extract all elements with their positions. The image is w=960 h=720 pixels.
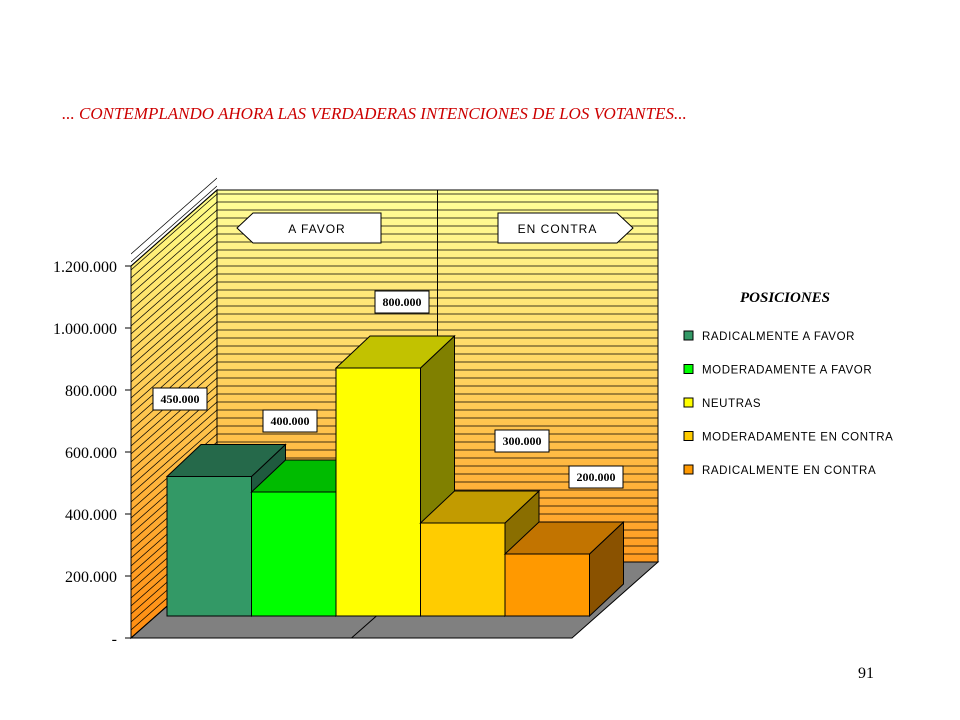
- gridline: [131, 265, 217, 343]
- data-label-box: [494, 429, 550, 453]
- gridline: [131, 176, 217, 183]
- y-tick-label: -: [112, 631, 117, 648]
- legend-label: MODERADAMENTE EN CONTRA: [702, 432, 893, 444]
- y-tick-label: 400.000: [65, 507, 117, 524]
- gridline: [131, 337, 217, 415]
- gridline: [131, 425, 217, 503]
- group-label-text: A FAVOR: [288, 222, 345, 236]
- legend-swatch: [683, 364, 694, 374]
- y-tick-label: 800.000: [65, 383, 117, 400]
- legend-swatch: [683, 397, 694, 408]
- gridline: [131, 176, 217, 199]
- gridline: [131, 201, 217, 279]
- gridline: [131, 345, 217, 423]
- bar-radicalmente-en-contra: [503, 520, 625, 618]
- data-label: 300.000: [494, 429, 550, 453]
- gridline: [131, 417, 217, 495]
- gridline: [131, 257, 217, 335]
- data-label: 200.000: [568, 465, 624, 489]
- y-axis: - 200.000 400.000 600.000 800.000 1.000.000 1.…: [53, 259, 132, 648]
- chart-title: ... CONTEMPLANDO AHORA LAS VERDADERAS IN…: [62, 104, 687, 123]
- legend-item: MODERADAMENTE EN CONTRA: [683, 431, 893, 444]
- data-label-box: [374, 290, 430, 314]
- data-label-text: 800.000: [383, 295, 422, 309]
- data-label-text: 400.000: [271, 414, 310, 428]
- bar-front: [420, 522, 506, 617]
- legend-item: RADICALMENTE A FAVOR: [683, 330, 855, 343]
- legend-swatch: [683, 431, 694, 441]
- group-label-a-favor: A FAVOR: [236, 212, 382, 244]
- gridline: [131, 297, 217, 375]
- gridline: [131, 209, 217, 287]
- legend-label: NEUTRAS: [702, 398, 761, 410]
- legend-label: MODERADAMENTE A FAVOR: [702, 365, 872, 377]
- data-label-box: [568, 465, 624, 489]
- gridline: [131, 273, 217, 351]
- gridline: [131, 193, 217, 271]
- data-label-text: 200.000: [577, 470, 616, 484]
- gridline: [131, 217, 217, 295]
- legend-item: NEUTRAS: [683, 397, 761, 410]
- data-label-text: 300.000: [503, 434, 542, 448]
- legend: POSICIONES RADICALMENTE A FAVOR MODERADAME…: [683, 290, 893, 477]
- data-label: 800.000: [374, 290, 430, 314]
- gridline: [131, 241, 217, 319]
- group-label-en-contra: EN CONTRA: [497, 212, 634, 244]
- y-tick-label: 600.000: [65, 445, 117, 462]
- bar-front: [166, 476, 252, 617]
- group-label-box: [497, 212, 634, 244]
- group-label-box: [236, 212, 382, 244]
- data-label-box: [262, 409, 318, 433]
- bar-front: [504, 553, 590, 617]
- gridline: [131, 321, 217, 399]
- y-tick-label: 200.000: [65, 569, 117, 586]
- gridline: [131, 233, 217, 311]
- legend-label: RADICALMENTE EN CONTRA: [702, 465, 876, 477]
- gridline: [131, 305, 217, 383]
- data-label-text: 450.000: [161, 392, 200, 406]
- data-labels: 450.000 400.000 800.000 300.000 200.000: [152, 290, 624, 489]
- gridline: [131, 409, 217, 487]
- bar-front: [251, 491, 337, 617]
- gridline: [131, 225, 217, 303]
- data-label: 450.000: [152, 387, 208, 411]
- bars-group: [165, 334, 625, 618]
- legend-item: MODERADAMENTE A FAVOR: [683, 364, 872, 377]
- bar-front: [335, 367, 421, 617]
- gridline: [131, 176, 217, 191]
- gridline: [131, 281, 217, 359]
- page-number: 91: [858, 665, 874, 682]
- gridline: [131, 176, 217, 207]
- gridline: [131, 313, 217, 391]
- legend-title: POSICIONES: [740, 290, 830, 306]
- gridline: [131, 329, 217, 407]
- group-label-text: EN CONTRA: [518, 222, 598, 236]
- gridline: [131, 177, 217, 255]
- legend-label: RADICALMENTE A FAVOR: [702, 331, 855, 343]
- legend-swatch: [683, 464, 694, 475]
- gridline: [131, 401, 217, 479]
- legend-item: RADICALMENTE EN CONTRA: [683, 464, 876, 477]
- data-label-box: [152, 387, 208, 411]
- y-tick-label: 1.000.000: [53, 321, 117, 338]
- data-label: 400.000: [262, 409, 318, 433]
- legend-swatch: [683, 330, 694, 341]
- y-tick-label: 1.200.000: [53, 259, 117, 276]
- gridline: [131, 98, 217, 174]
- gridline: [131, 289, 217, 367]
- group-labels: A FAVOR EN CONTRA: [236, 212, 634, 244]
- gridline: [131, 185, 217, 263]
- gridline: [131, 249, 217, 327]
